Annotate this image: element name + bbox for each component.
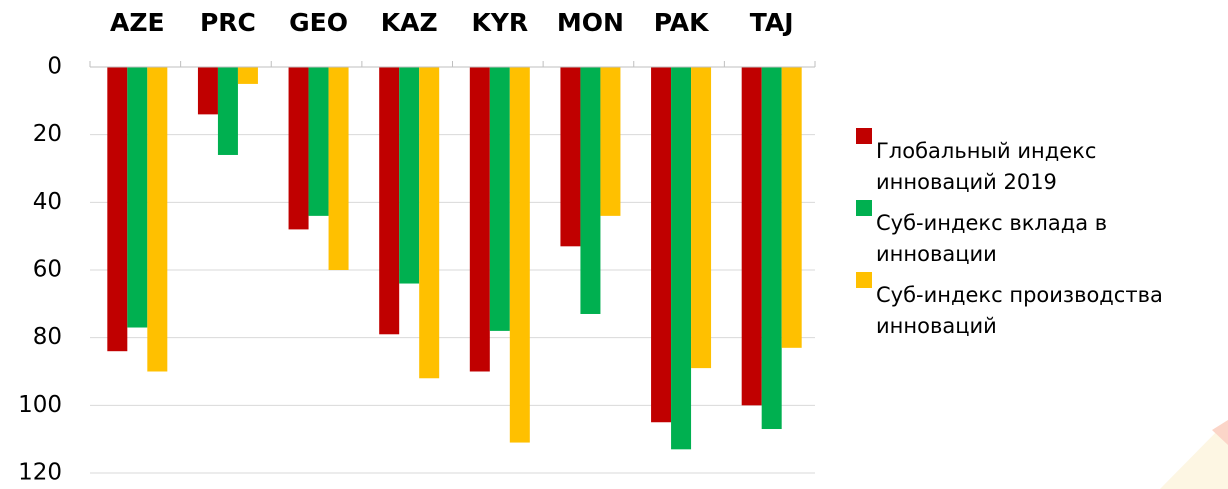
- bar: [509, 67, 530, 443]
- x-tick-label: PAK: [654, 8, 710, 37]
- bar: [489, 67, 510, 331]
- y-tick-label: 20: [33, 121, 62, 147]
- y-tick-label: 0: [47, 54, 62, 80]
- legend-swatch: [856, 200, 872, 216]
- bar: [328, 67, 349, 270]
- legend-label: Суб-индекс производства инноваций: [876, 283, 1163, 338]
- legend-item: Суб-индекс вклада в инновации: [856, 198, 1222, 270]
- bar: [671, 67, 692, 450]
- legend-item: Глобальный индекс инноваций 2019: [856, 126, 1222, 198]
- decor: [1160, 420, 1228, 489]
- bar: [127, 67, 148, 328]
- decor: [1212, 420, 1228, 445]
- bar: [308, 67, 329, 216]
- x-tick-label: KAZ: [381, 8, 438, 37]
- bar: [741, 67, 762, 406]
- x-tick-label: MON: [557, 8, 624, 37]
- legend-swatch: [856, 128, 872, 144]
- bar: [560, 67, 581, 247]
- legend: Глобальный индекс инноваций 2019 Суб-инде…: [856, 126, 1222, 342]
- legend-swatch: [856, 272, 872, 288]
- x-tick-label: AZE: [110, 8, 165, 37]
- y-tick-label: 80: [33, 324, 62, 350]
- legend-item: Суб-индекс производства инноваций: [856, 270, 1222, 342]
- bar: [147, 67, 168, 372]
- bar: [217, 67, 238, 155]
- x-tick-label: GEO: [289, 8, 348, 37]
- y-tick-label: 100: [18, 392, 62, 418]
- bar: [107, 67, 128, 352]
- bar: [288, 67, 309, 230]
- legend-label: Глобальный индекс инноваций 2019: [876, 139, 1097, 194]
- bar: [399, 67, 420, 284]
- bar: [600, 67, 621, 216]
- bar: [419, 67, 440, 379]
- bar: [379, 67, 400, 335]
- bar: [781, 67, 802, 348]
- x-tick-label: PRC: [200, 8, 256, 37]
- y-tick-label: 120: [18, 460, 62, 486]
- x-tick-label: TAJ: [750, 8, 794, 37]
- bar: [469, 67, 490, 372]
- bar: [237, 67, 258, 84]
- legend-label: Суб-индекс вклада в инновации: [876, 211, 1108, 266]
- bar: [761, 67, 782, 430]
- y-tick-label: 40: [33, 189, 62, 215]
- bar: [580, 67, 601, 314]
- bar: [197, 67, 218, 115]
- bar: [651, 67, 672, 423]
- bar: [691, 67, 712, 369]
- x-tick-label: KYR: [471, 8, 528, 37]
- y-tick-label: 60: [33, 257, 62, 283]
